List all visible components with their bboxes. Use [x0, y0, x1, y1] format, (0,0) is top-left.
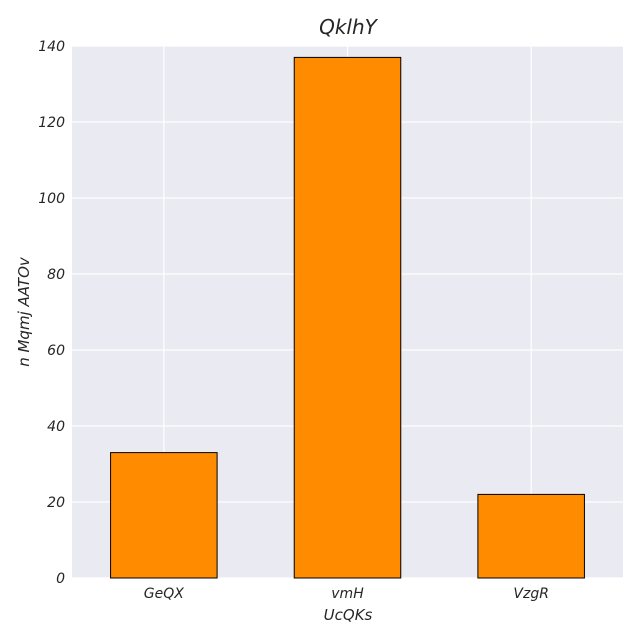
y-tick-label: 120 [38, 115, 65, 131]
y-tick-label: 140 [38, 39, 65, 55]
x-tick-label: vmH [331, 586, 364, 602]
y-tick-label: 40 [47, 419, 65, 435]
chart-title: QklhY [319, 15, 379, 39]
y-tick-label: 20 [47, 495, 65, 511]
bars [110, 56, 585, 579]
bar-vzgr [477, 493, 585, 579]
y-tick-label: 60 [47, 343, 65, 359]
bar-vmh [293, 56, 402, 579]
y-tick-label: 0 [56, 571, 65, 587]
y-axis-ticks: 0 20 40 60 80 100 120 140 [38, 39, 65, 587]
y-tick-label: 100 [38, 191, 65, 207]
y-tick-label: 80 [47, 267, 65, 283]
x-tick-label: VzgR [513, 586, 549, 602]
y-axis-label: n Mqmj AATOv [15, 256, 33, 367]
x-axis-label: UcQKs [324, 606, 373, 624]
bar-geqx [110, 452, 218, 579]
x-tick-label: GeQX [144, 586, 184, 602]
x-axis-ticks: GeQX vmH VzgR [144, 586, 549, 602]
